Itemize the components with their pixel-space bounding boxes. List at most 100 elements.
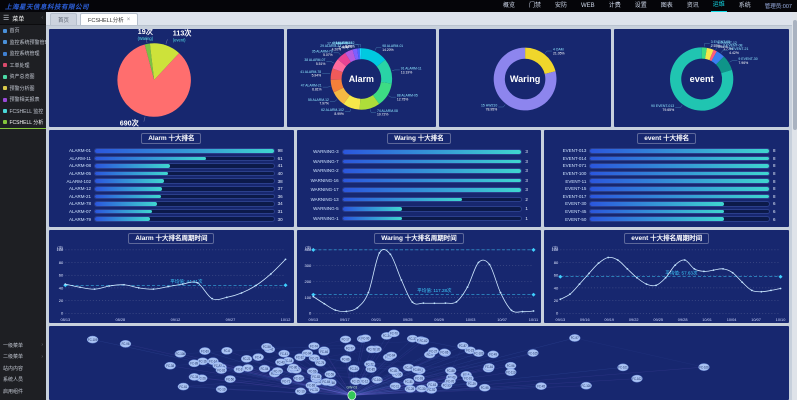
network-node[interactable]: FC-44 (483, 363, 495, 371)
network-node[interactable]: FC-12 (358, 377, 370, 386)
sidebar-item[interactable]: 一级菜单 › (0, 340, 46, 352)
network-node[interactable]: FC-50 (224, 375, 236, 383)
network-node[interactable]: FC-92 (215, 366, 227, 374)
network-node[interactable]: FC-51 (403, 378, 415, 386)
topbar-menu-item[interactable]: WEB (581, 2, 595, 9)
network-node[interactable]: FC-21 (240, 355, 253, 363)
network-node[interactable]: FC-71 (280, 377, 292, 386)
close-icon[interactable]: × (126, 16, 131, 23)
sidebar-item[interactable]: 预警相关报表 (0, 94, 46, 106)
network-node[interactable]: FC-84 (320, 378, 332, 386)
topbar-menu-item[interactable]: 系统 (738, 2, 751, 9)
network-node[interactable]: FC-15 (350, 377, 362, 386)
network-node[interactable]: FC-76 (444, 377, 456, 385)
network-node[interactable]: FC-66 (438, 348, 451, 357)
network-node[interactable]: FC-81 (387, 366, 400, 375)
topbar-menu-item[interactable]: 门禁 (528, 2, 541, 9)
scrollbar-thumb[interactable] (792, 20, 797, 130)
network-node[interactable]: FC-17 (339, 335, 352, 344)
sidebar-item[interactable]: 二级菜单 › (0, 351, 46, 363)
tab-home[interactable]: 首页 (50, 13, 78, 25)
sidebar-item[interactable]: 监控系统管理 (0, 48, 46, 60)
sidebar-item[interactable]: 资产总览图 (0, 71, 46, 83)
network-node[interactable]: FC-28 (404, 385, 416, 393)
topbar-menu-item[interactable]: 设置 (634, 2, 647, 9)
network-node[interactable]: FC-45 (535, 382, 547, 390)
network-node[interactable]: FC-61 (177, 382, 189, 391)
network-node[interactable]: FC-43 (275, 358, 287, 366)
network-node[interactable]: FC-93 (413, 374, 425, 382)
sidebar-header[interactable]: ☰ 菜单 ‹ (0, 12, 46, 25)
network-node[interactable]: FC-75 (314, 358, 326, 367)
network-node[interactable]: FC-91 (462, 374, 474, 383)
network-node[interactable]: FC-34 (188, 373, 201, 381)
network-node[interactable]: FC-80 (287, 363, 300, 372)
topbar-menu-item[interactable]: 安防 (555, 2, 568, 9)
network-node[interactable]: FC-10 (215, 385, 228, 394)
sidebar-item[interactable]: 启用组件 (0, 386, 46, 398)
network-node[interactable]: FC-89 (188, 359, 200, 368)
network-node[interactable]: FC-86 (340, 355, 352, 363)
network-node[interactable]: FC-96 (505, 361, 517, 370)
network-node[interactable]: FC-110 (505, 368, 517, 377)
network-node[interactable]: FC-104 (371, 376, 383, 384)
network-node[interactable]: FC-83 (310, 372, 322, 381)
network-node[interactable]: FC-32 (294, 353, 306, 362)
network-node[interactable]: FC-105 (527, 349, 539, 357)
topbar-menu-item[interactable]: 概览 (502, 2, 515, 9)
network-node[interactable]: FC-11 (389, 382, 401, 390)
network-hub-node[interactable]: GW-01 (346, 385, 357, 400)
network-node[interactable]: FC-99 (411, 365, 423, 374)
network-node[interactable]: FC-101 (617, 363, 629, 372)
network-node[interactable]: FC-49 (487, 350, 499, 359)
network-node[interactable]: FC-87 (457, 342, 469, 350)
network-node[interactable]: FC-46 (318, 348, 330, 356)
network-node[interactable]: FC-106 (698, 363, 710, 371)
network-node[interactable]: FC-63 (426, 380, 438, 389)
topbar-menu-item[interactable]: 图表 (660, 2, 673, 9)
sidebar-item[interactable]: 首页 (0, 25, 46, 37)
network-node[interactable]: FC-95 (479, 383, 491, 392)
topbar-menu-item[interactable]: 资讯 (686, 2, 699, 9)
sidebar-item[interactable]: FCSHELL 监控 (0, 106, 46, 118)
sidebar-item[interactable]: 工单处理 (0, 60, 46, 72)
network-node[interactable]: FC-69 (199, 347, 211, 355)
network-node[interactable]: FC-4 (252, 353, 264, 361)
network-node[interactable]: FC-102 (631, 374, 643, 383)
sidebar-item[interactable]: 站内内容 (0, 363, 46, 375)
network-node[interactable]: FC-41 (278, 349, 290, 358)
network-node[interactable]: FC-24 (348, 364, 360, 373)
network-node[interactable]: FC-79 (271, 367, 284, 375)
topbar-menu-item[interactable]: 计费 (608, 2, 621, 9)
network-node[interactable]: FC-100 (580, 381, 592, 390)
network-node[interactable]: FC-108 (174, 350, 186, 358)
network-node[interactable]: FC-58 (261, 342, 273, 351)
sidebar-item[interactable]: 系统人员 (0, 374, 46, 386)
network-node[interactable]: FC-98 (119, 340, 132, 348)
network-node[interactable]: FC-74 (308, 342, 320, 350)
network-node[interactable]: FC-85 (365, 365, 377, 373)
network-node[interactable]: FC-38 (164, 361, 176, 370)
network-node[interactable]: FC-62 (417, 337, 430, 345)
scrollbar[interactable] (792, 12, 797, 400)
network-node[interactable]: FC-109 (86, 335, 99, 344)
network-node[interactable]: FC-27 (427, 347, 439, 355)
network-node[interactable]: FC-90 (359, 334, 372, 343)
network-node[interactable]: FC-77 (344, 344, 356, 352)
tab-fcshell[interactable]: FCSHELL分析 × (80, 13, 139, 25)
sidebar-item[interactable]: 预警分析图 (0, 83, 46, 95)
network-node[interactable]: FC-30 (415, 384, 428, 393)
network-node[interactable]: FC-8 (242, 364, 254, 372)
network-node[interactable]: FC-70 (388, 329, 400, 338)
topbar-menu-item[interactable]: 运维 (710, 0, 727, 12)
network-node[interactable]: FC-54 (258, 364, 271, 373)
network-node[interactable]: FC-94 (301, 349, 314, 357)
network-node[interactable]: FC-78 (366, 345, 378, 354)
network-node[interactable]: FC-64 (385, 351, 398, 360)
network-node[interactable]: FC-97 (569, 334, 581, 342)
network-node[interactable]: FC-59 (324, 370, 336, 378)
sidebar-item[interactable]: 监控系统预警管理 (0, 37, 46, 49)
network-node[interactable]: FC-107 (293, 374, 305, 383)
network-node[interactable]: FC-88 (445, 366, 457, 375)
network-node[interactable]: FC-65 (305, 381, 317, 390)
